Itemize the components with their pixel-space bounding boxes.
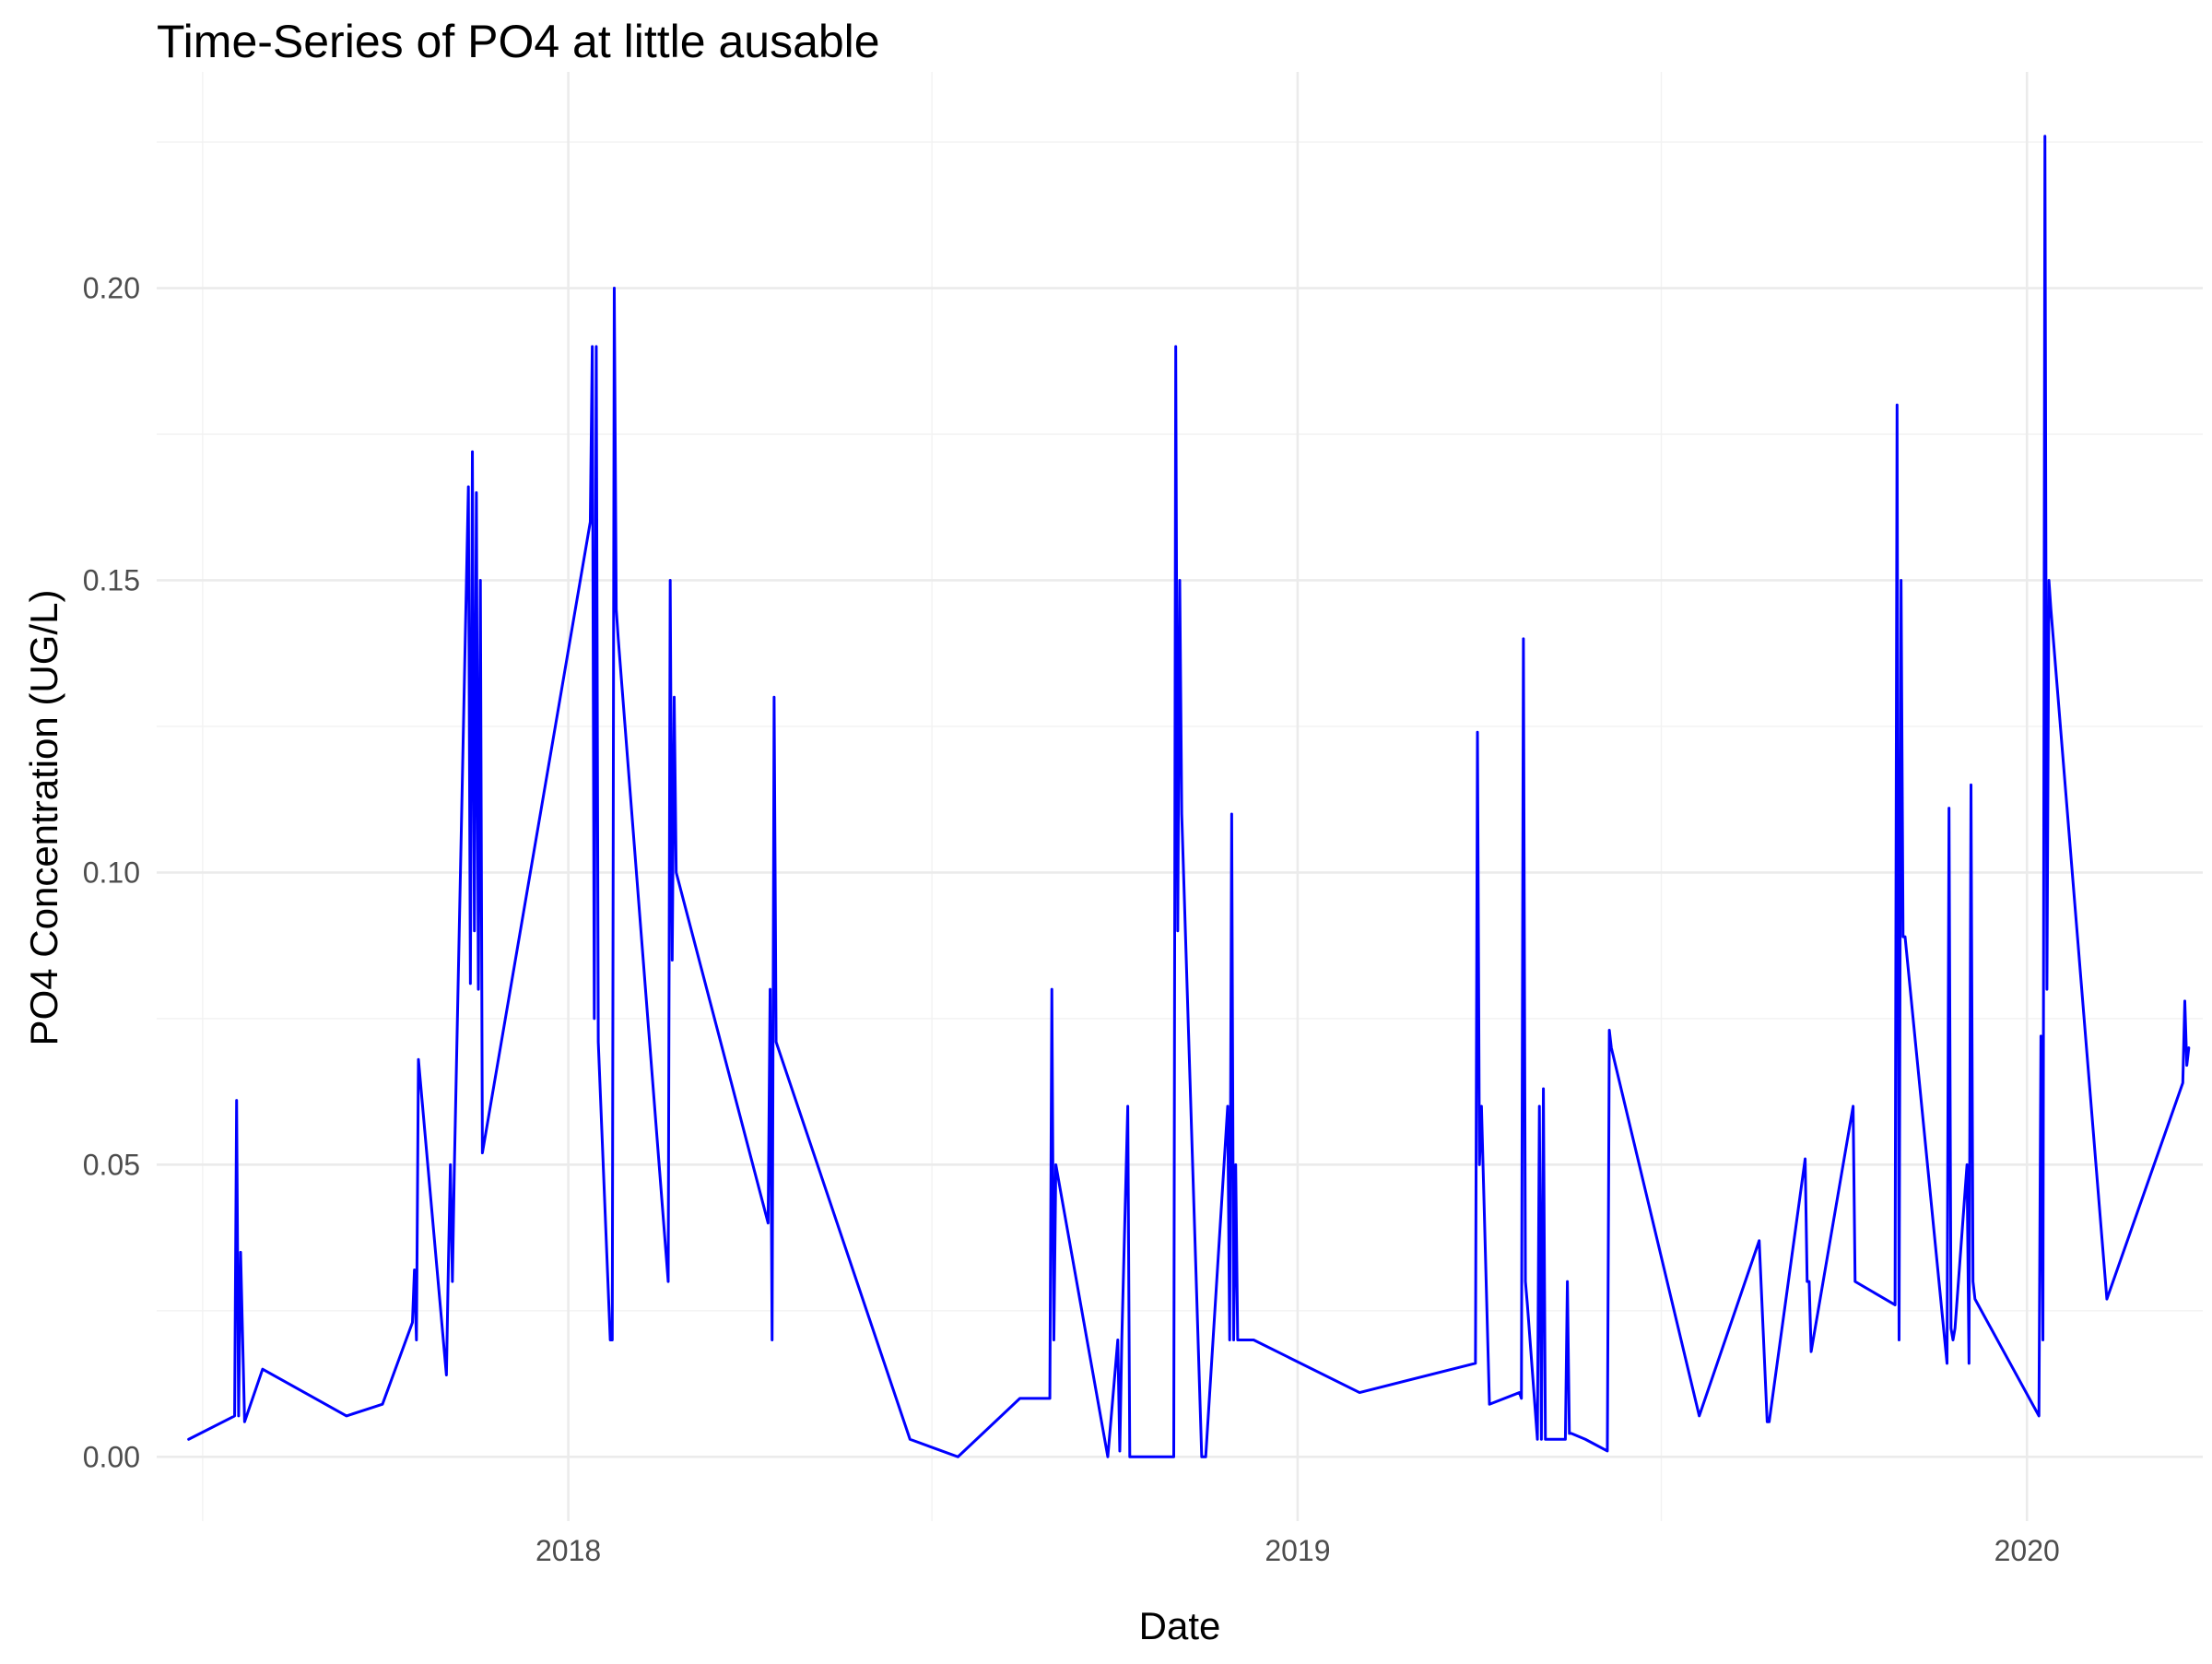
y-tick-label: 0.15 [83,563,140,596]
x-axis-title: Date [1139,1604,1221,1647]
y-tick-label: 0.10 [83,856,140,889]
x-tick-label: 2018 [535,1534,601,1567]
y-tick-label: 0.05 [83,1148,140,1181]
y-tick-label: 0.20 [83,272,140,305]
series-layer [187,135,2191,1458]
x-tick-label: 2020 [1994,1534,2060,1567]
tick-labels: 0.00 0.05 0.10 0.15 0.20 2018 2019 2020 [83,272,2060,1567]
y-tick-label: 0.00 [83,1440,140,1473]
y-axis-title: PO4 Concentration (UG/L) [22,590,65,1046]
chart-title: Time-Series of PO4 at little ausable [157,16,880,67]
grid [157,72,2203,1521]
series-line [187,135,2191,1458]
x-tick-label: 2019 [1265,1534,1330,1567]
